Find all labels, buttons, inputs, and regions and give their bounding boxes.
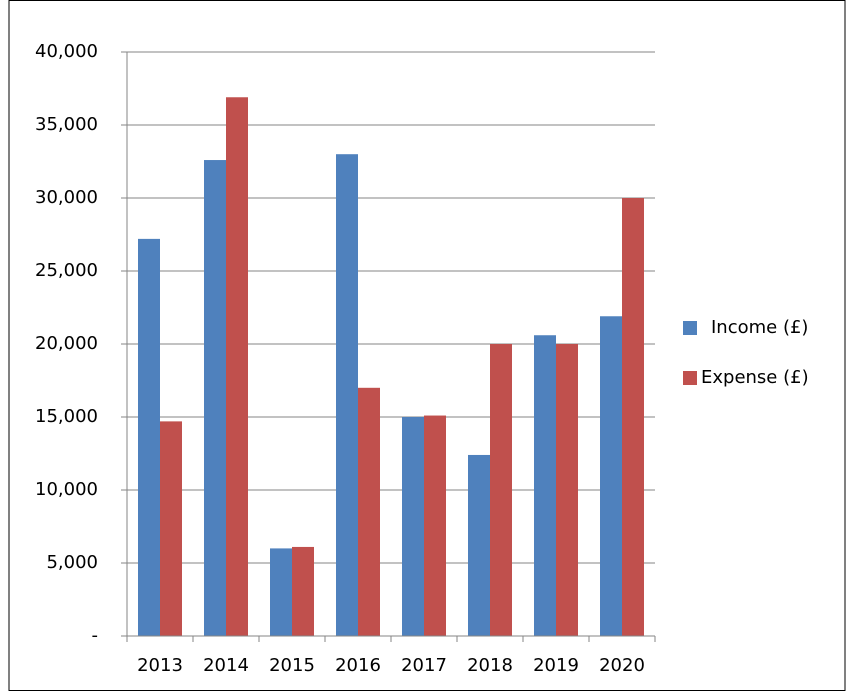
x-tick-label: 2015	[269, 655, 315, 676]
bar	[424, 415, 446, 636]
bar	[490, 344, 512, 636]
x-tick-label: 2017	[401, 655, 447, 676]
y-tick-label: 30,000	[35, 187, 98, 208]
legend-label: Expense (£)	[701, 367, 809, 388]
y-tick-label: 5,000	[46, 552, 98, 573]
x-tick-label: 2020	[599, 655, 645, 676]
bar	[204, 160, 226, 637]
bar	[556, 344, 578, 636]
y-tick-label: -	[92, 625, 99, 646]
x-tick-label: 2018	[467, 655, 513, 676]
bar	[138, 238, 160, 636]
bar	[600, 316, 622, 636]
x-tick-label: 2013	[137, 655, 183, 676]
legend-label: Income (£)	[711, 317, 808, 338]
bar	[270, 548, 292, 636]
y-tick-label: 40,000	[35, 41, 98, 62]
x-tick-label: 2016	[335, 655, 381, 676]
y-tick-label: 15,000	[35, 406, 98, 427]
x-tick-label: 2014	[203, 655, 249, 676]
bar	[468, 454, 490, 636]
bar	[622, 198, 644, 636]
bar	[534, 335, 556, 636]
bar	[226, 97, 248, 636]
bar	[336, 154, 358, 636]
legend-swatch	[683, 321, 697, 335]
y-tick-label: 10,000	[35, 479, 98, 500]
bar	[402, 417, 424, 636]
bar	[160, 421, 182, 636]
bar	[292, 546, 314, 636]
legend-swatch	[683, 371, 697, 385]
y-tick-label: 35,000	[35, 114, 98, 135]
bar	[358, 387, 380, 636]
y-tick-label: 25,000	[35, 260, 98, 281]
y-tick-label: 20,000	[35, 333, 98, 354]
x-tick-label: 2019	[533, 655, 579, 676]
